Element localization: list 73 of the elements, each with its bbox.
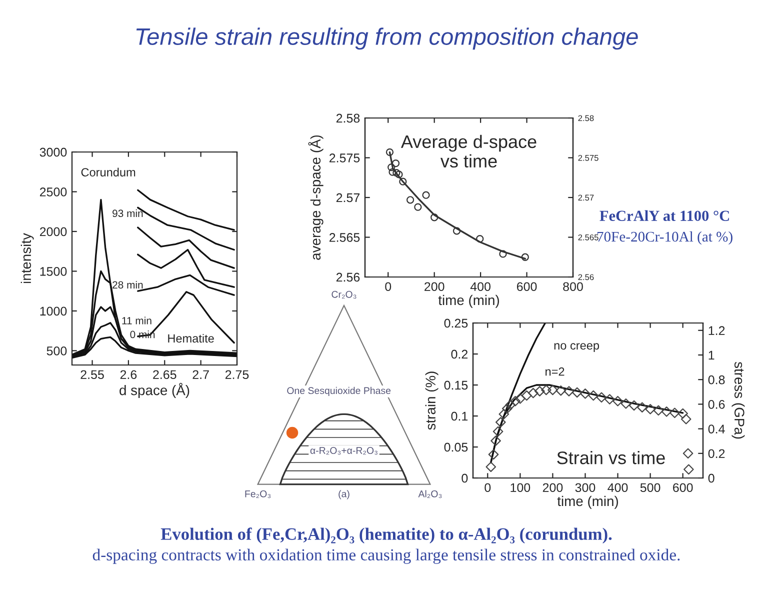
- annotation: 28 min: [112, 280, 143, 289]
- x-tick-label: 0: [385, 282, 392, 292]
- y2-tick-label: 2.57: [578, 194, 594, 201]
- y-tick-label: 2.57: [336, 193, 360, 202]
- text: 70Fe-20Cr-10Al (at %): [597, 231, 732, 245]
- y2-tick-label: 1: [708, 350, 714, 360]
- x-tick-label: 200: [424, 282, 444, 292]
- y-tick-label: 2.575: [329, 154, 360, 162]
- x-tick-label: 2.55: [80, 370, 104, 380]
- x-tick-label: 0: [484, 483, 491, 492]
- y-axis-title: strain (%): [425, 372, 438, 430]
- text: FeCrAlY at 1100 °C: [600, 210, 729, 221]
- text: α-R₂O₃+α-R₂O₃: [310, 447, 378, 455]
- text: Tensile strain resulting from composition change: [136, 28, 638, 50]
- y-tick-label: 2500: [40, 188, 67, 196]
- y2-tick-label: 2.565: [578, 234, 598, 240]
- annotation: Strain vs time: [557, 450, 665, 464]
- x-tick-label: 2.7: [192, 370, 209, 379]
- y-tick-label: 0.15: [444, 380, 468, 390]
- y-tick-label: 1000: [40, 306, 67, 316]
- x-tick-label: 2.75: [225, 370, 249, 380]
- y-tick-label: 2.56: [336, 272, 360, 282]
- text: Al₂O₃: [418, 490, 442, 498]
- text: d-spacing contracts with oxidation time causing large tensile stress in constrained oxide.: [92, 548, 680, 564]
- x-axis-title: time (min): [557, 496, 618, 509]
- text: Evolution of (Fe,Cr,Al)₂O₃ (hematite) to α-Al₂O₃ (corundum).: [160, 528, 612, 544]
- annotation: Average d-space vs time: [400, 134, 536, 168]
- y-tick-label: 0: [462, 474, 468, 483]
- y2-tick-label: 2.56: [578, 274, 594, 280]
- y2-tick-label: 0.6: [708, 400, 725, 409]
- y-tick-label: 2.565: [329, 233, 360, 242]
- x-tick-label: 100: [510, 483, 530, 492]
- y-tick-label: 0.25: [444, 318, 468, 328]
- text: (a): [338, 490, 350, 500]
- y2-tick-label: 0.4: [708, 424, 725, 434]
- y2-axis-title: stress (GPa): [732, 362, 745, 439]
- text: Cr₂O₃: [332, 290, 356, 299]
- annotation: Hematite: [168, 334, 214, 343]
- y-tick-label: 2.58: [336, 114, 360, 123]
- x-tick-label: 2.6: [120, 370, 137, 380]
- x-tick-label: 400: [608, 483, 628, 492]
- annotation: 93 min: [112, 209, 143, 218]
- x-tick-label: 300: [575, 483, 596, 492]
- annotation: 11 min: [122, 316, 152, 324]
- y2-tick-label: 0.8: [708, 375, 725, 384]
- x-axis-title: time (min): [438, 294, 500, 308]
- y-tick-label: 3000: [40, 148, 67, 157]
- x-tick-label: 800: [563, 282, 583, 292]
- y-axis-title: intensity: [20, 233, 34, 284]
- x-tick-label: 2.65: [153, 370, 176, 380]
- y-tick-label: 0.1: [451, 412, 468, 421]
- y-tick-label: 2000: [40, 227, 67, 236]
- annotation: n=2: [546, 367, 564, 376]
- y2-tick-label: 1.2: [708, 326, 725, 335]
- annotation: Corundum: [81, 168, 136, 176]
- x-tick-label: 600: [673, 483, 693, 492]
- x-tick-label: 500: [640, 483, 660, 492]
- y2-tick-label: 0: [708, 474, 714, 483]
- y2-tick-label: 2.58: [578, 115, 594, 122]
- y-tick-label: 500: [46, 346, 67, 356]
- x-tick-label: 200: [542, 483, 563, 492]
- text: Fe₂O₃: [245, 490, 271, 498]
- y-tick-label: 0.05: [444, 442, 468, 452]
- y-tick-label: 1500: [40, 267, 67, 276]
- annotation: no creep: [554, 343, 600, 352]
- y-tick-label: 0.2: [451, 350, 468, 359]
- text: One Sesquioxide Phase: [287, 386, 391, 396]
- x-tick-label: 600: [516, 282, 537, 292]
- y-axis-title: average d-space (Å): [308, 135, 324, 260]
- y2-tick-label: 2.575: [578, 154, 598, 161]
- x-axis-title: d space (Å): [120, 382, 190, 398]
- x-tick-label: 400: [470, 282, 490, 292]
- y2-tick-label: 0.2: [708, 449, 725, 458]
